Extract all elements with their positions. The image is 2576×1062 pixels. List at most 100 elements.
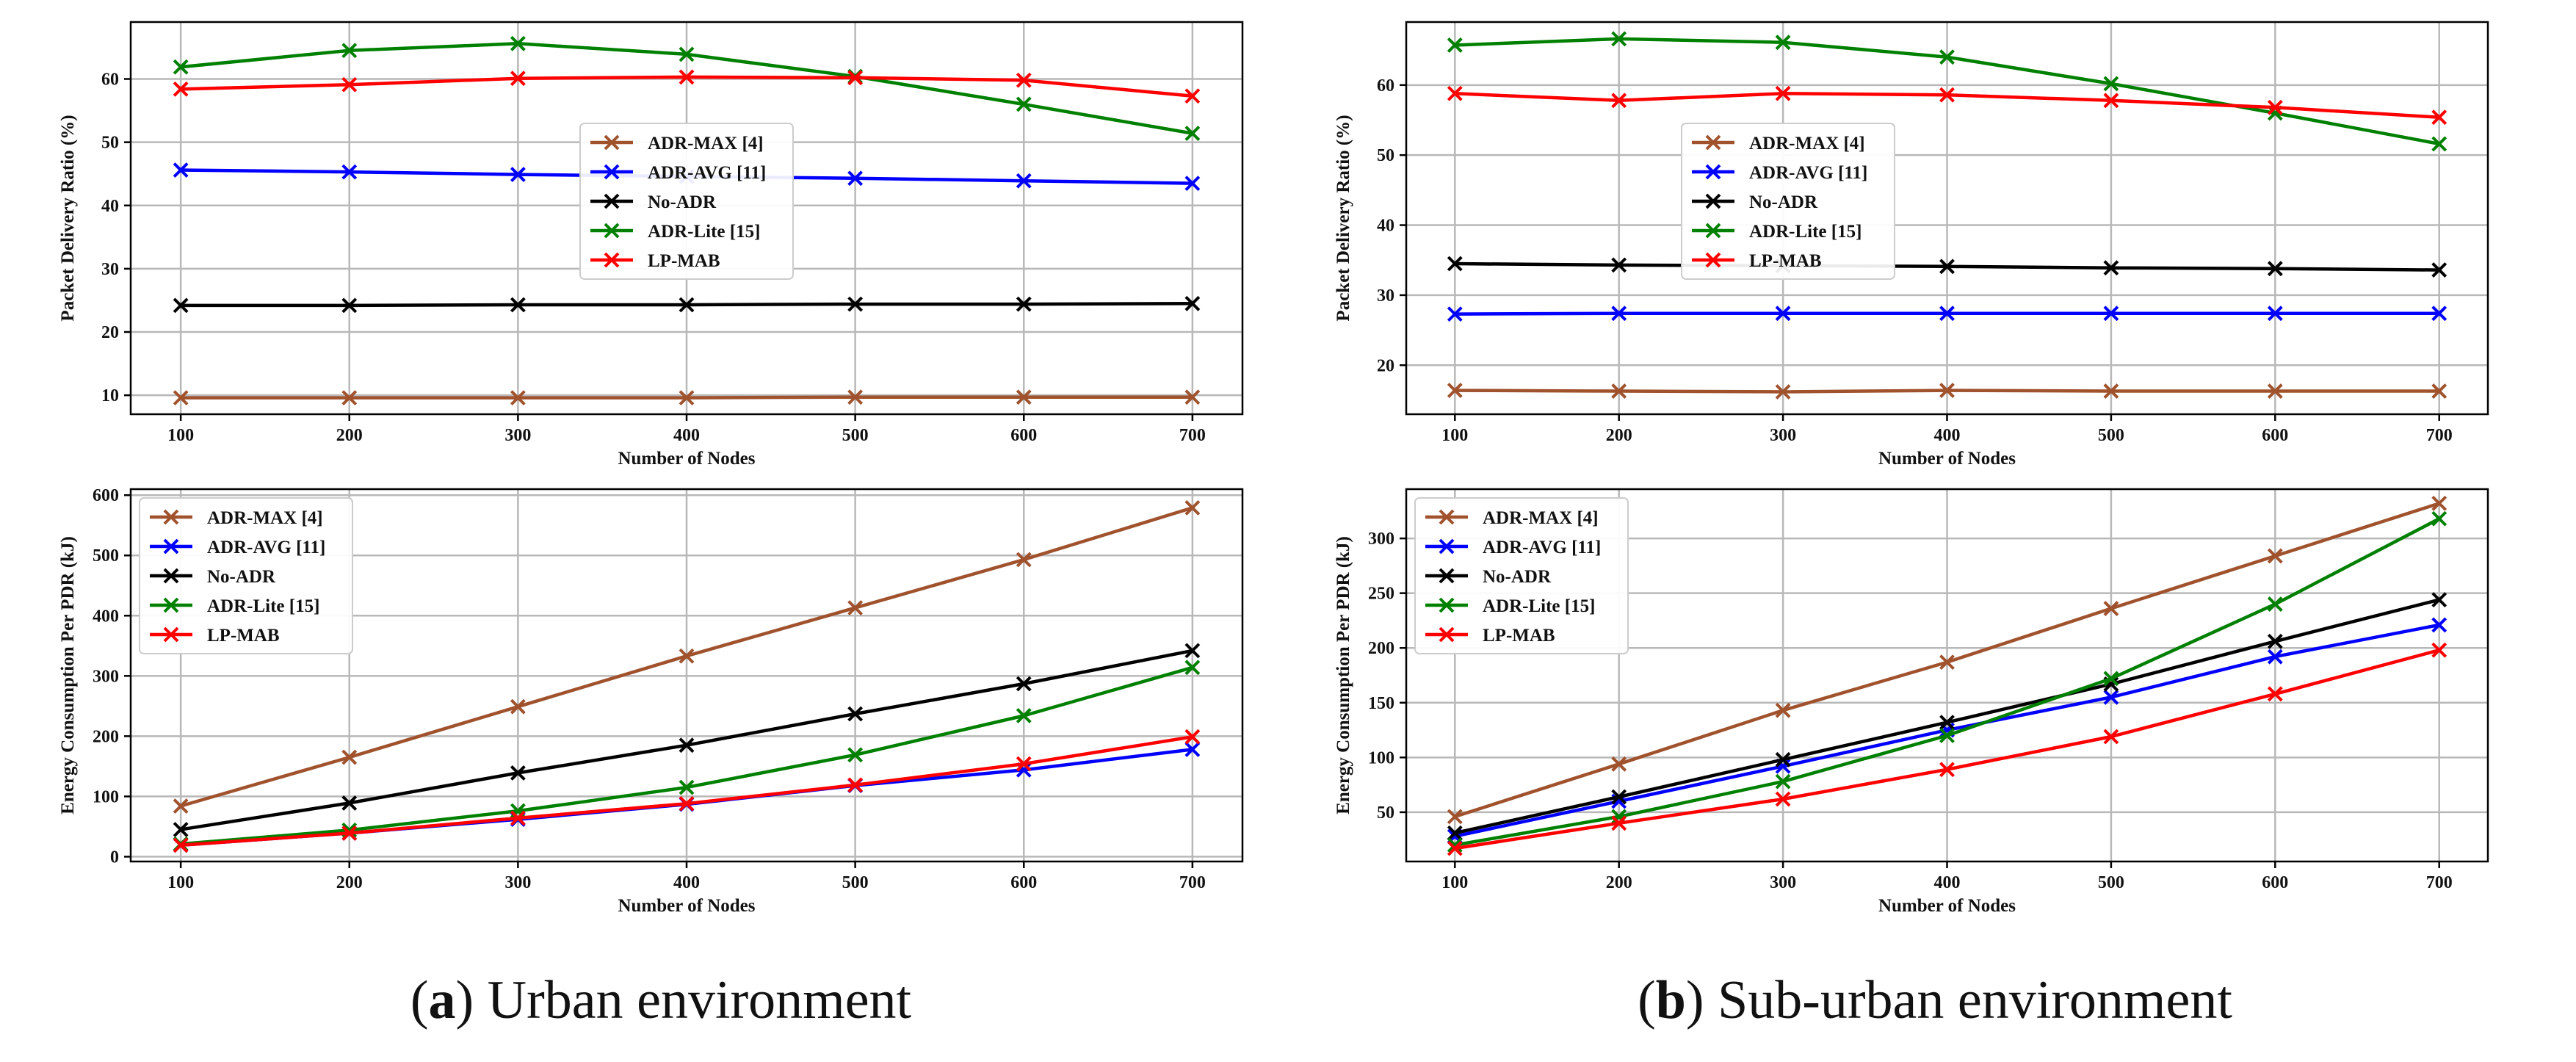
x-tick-label: 200 [1606, 873, 1632, 892]
data-point [1939, 49, 1955, 65]
data-point [847, 600, 864, 616]
y-tick-label: 50 [1377, 803, 1394, 823]
x-tick-label: 300 [504, 426, 531, 445]
data-point [847, 706, 864, 722]
data-point [510, 297, 526, 313]
data-point [510, 35, 526, 51]
data-point [510, 765, 526, 781]
data-point [1939, 259, 1955, 275]
data-point [679, 648, 695, 664]
series-1 [1447, 306, 2447, 322]
data-point [1184, 643, 1201, 659]
y-axis-title: Packet Delivery Ratio (%) [1334, 115, 1353, 321]
series-2 [173, 295, 1201, 314]
legend-label: ADR-MAX [4] [207, 508, 323, 528]
data-point [2267, 596, 2283, 612]
legend-marker [604, 164, 620, 180]
series-2 [1447, 592, 2447, 841]
y-axis-title: Energy Consumption Per PDR (kJ) [1334, 536, 1353, 814]
y-tick-label: 20 [101, 323, 119, 342]
data-point [1775, 791, 1791, 807]
y-tick-label: 300 [93, 667, 119, 686]
data-point [1611, 789, 1627, 805]
series-3 [173, 35, 1201, 142]
y-axis-title: Energy Consumption Per PDR (kJ) [58, 536, 78, 814]
data-point [1016, 552, 1032, 568]
x-tick-label: 700 [2426, 873, 2453, 892]
data-point [1939, 715, 1955, 731]
series-0 [1447, 383, 2447, 400]
data-point [2431, 262, 2447, 278]
y-tick-label: 60 [101, 71, 119, 90]
data-point [1016, 96, 1032, 112]
data-point [1611, 383, 1627, 399]
y-tick-label: 200 [93, 727, 119, 746]
x-tick-label: 600 [1010, 426, 1037, 445]
y-tick-label: 500 [93, 546, 119, 566]
legend-label: No-ADR [1483, 567, 1552, 587]
data-point [2431, 306, 2447, 322]
legend-box [139, 497, 353, 654]
x-tick-label: 600 [2262, 426, 2288, 445]
data-point [1611, 756, 1627, 772]
data-point [847, 747, 864, 763]
caption-suburban-text: Sub-urban environment [1704, 970, 2232, 1030]
data-point [1939, 383, 1955, 398]
data-point [1775, 306, 1791, 322]
data-point [1939, 762, 1955, 778]
data-point [2267, 649, 2283, 665]
x-tick-label: 300 [1770, 873, 1796, 892]
legend-label: ADR-MAX [4] [1749, 134, 1865, 153]
legend: ADR-MAX [4] ADR-AVG [11] No-ADR ADR-Lite [1… [139, 497, 353, 654]
x-tick-label: 600 [1010, 873, 1037, 892]
x-tick-label: 200 [336, 426, 363, 445]
data-point [1184, 741, 1201, 757]
data-point [2431, 136, 2447, 152]
data-point [679, 779, 695, 795]
data-point [341, 390, 358, 406]
x-tick-label: 100 [167, 426, 194, 445]
x-axis-title: Number of Nodes [1878, 896, 2016, 916]
data-point [1184, 176, 1201, 192]
data-point [173, 798, 189, 814]
x-tick-label: 700 [1179, 873, 1206, 892]
x-axis-title: Number of Nodes [1878, 449, 2016, 469]
data-point [2431, 510, 2447, 527]
data-point [341, 826, 358, 841]
data-point [2431, 495, 2447, 511]
legend-label: ADR-Lite [15] [1483, 596, 1595, 616]
legend-label: LP-MAB [1483, 626, 1555, 646]
legend-marker [604, 193, 620, 209]
y-tick-label: 40 [1377, 217, 1394, 236]
data-point [341, 164, 358, 180]
legend-marker [163, 538, 179, 555]
series-0 [173, 500, 1201, 814]
data-point [2103, 76, 2119, 92]
suburban-pdr-chart: 100 200 300 400 500 600 700 20 30 40 50 60 Number of… [1334, 21, 2489, 469]
x-tick-label: 300 [1770, 426, 1796, 445]
data-point [2103, 93, 2119, 109]
series-0 [1447, 495, 2447, 825]
data-point [341, 795, 358, 811]
legend-marker [163, 597, 179, 613]
data-point [1939, 306, 1955, 322]
series-2 [173, 643, 1201, 837]
data-point [173, 59, 189, 75]
data-point [2431, 592, 2447, 608]
legend-label: LP-MAB [648, 251, 720, 271]
legend-label: No-ADR [1749, 192, 1818, 212]
legend-marker [1705, 252, 1721, 268]
data-point [173, 822, 189, 837]
x-tick-label: 400 [1934, 426, 1961, 445]
legend-marker [1439, 568, 1455, 584]
y-tick-label: 250 [1368, 585, 1394, 604]
data-point [1447, 85, 1463, 101]
data-point [2103, 306, 2119, 322]
legend-label: No-ADR [648, 192, 717, 212]
data-point [1447, 837, 1463, 853]
data-point [1939, 654, 1955, 671]
x-tick-label: 500 [2098, 426, 2124, 445]
legend-marker [1705, 134, 1721, 151]
data-point [1016, 72, 1032, 88]
